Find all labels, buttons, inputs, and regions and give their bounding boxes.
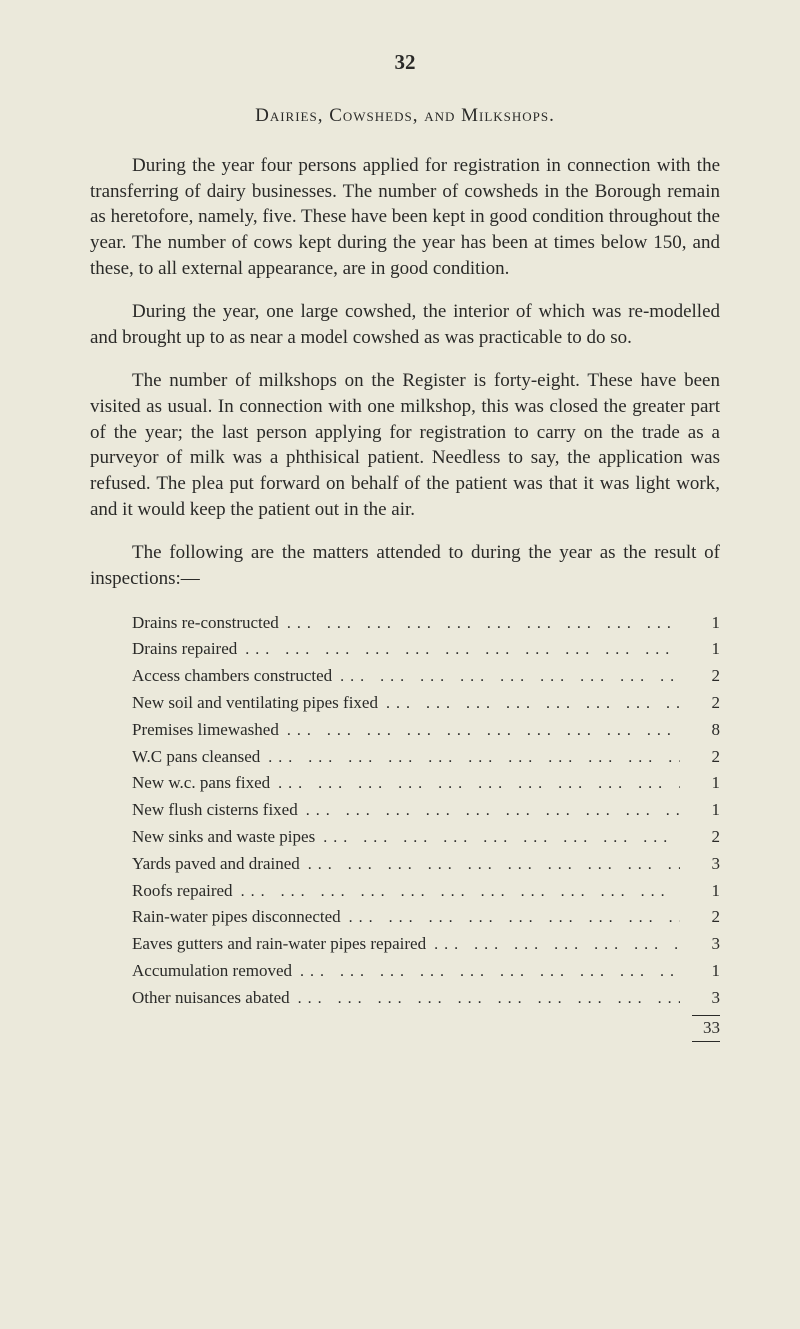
leader-dots: ... ... ... ... ... ... ... ... ... ... … [270, 772, 680, 797]
list-item-value: 3 [680, 931, 720, 957]
list-item-value: 1 [680, 797, 720, 823]
list-item: Access chambers constructed... ... ... .… [132, 663, 720, 690]
list-item-value: 1 [680, 770, 720, 796]
list-item-label: New flush cisterns fixed [132, 797, 298, 823]
leader-dots: ... ... ... ... ... ... ... ... ... ... … [378, 692, 680, 717]
list-item-value: 3 [680, 985, 720, 1011]
list-item: Roofs repaired... ... ... ... ... ... ..… [132, 878, 720, 905]
paragraph-2: During the year, one large cowshed, the … [90, 299, 720, 350]
list-item: Other nuisances abated... ... ... ... ..… [132, 985, 720, 1012]
section-title: Dairies, Cowsheds, and Milkshops. [90, 105, 720, 127]
list-item-value: 8 [680, 717, 720, 743]
list-item: Yards paved and drained... ... ... ... .… [132, 851, 720, 878]
list-item-value: 1 [680, 636, 720, 662]
paragraph-3: The number of milkshops on the Register … [90, 368, 720, 522]
list-item-label: Drains repaired [132, 636, 237, 662]
total-rule-bottom [692, 1041, 720, 1042]
list-item-label: Rain-water pipes disconnected [132, 904, 341, 930]
list-item: New flush cisterns fixed... ... ... ... … [132, 797, 720, 824]
leader-dots: ... ... ... ... ... ... ... ... ... ... … [237, 638, 680, 663]
list-item-value: 1 [680, 610, 720, 636]
list-item-label: New sinks and waste pipes [132, 824, 315, 850]
leader-dots: ... ... ... ... ... ... ... ... ... ... … [290, 987, 680, 1012]
list-item: Drains re-constructed... ... ... ... ...… [132, 610, 720, 637]
total-rule-top [692, 1015, 720, 1016]
list-item-label: Accumulation removed [132, 958, 292, 984]
list-item-label: Other nuisances abated [132, 985, 290, 1011]
inspection-list: Drains re-constructed... ... ... ... ...… [90, 610, 720, 1042]
leader-dots: ... ... ... ... ... ... ... ... ... ... … [298, 799, 680, 824]
leader-dots: ... ... ... ... ... ... ... ... ... ... … [292, 960, 680, 985]
list-item: New sinks and waste pipes... ... ... ...… [132, 824, 720, 851]
list-item-label: Eaves gutters and rain-water pipes repai… [132, 931, 426, 957]
paragraph-4: The following are the matters attended t… [90, 540, 720, 591]
list-item-value: 1 [680, 958, 720, 984]
list-item-label: Access chambers constructed [132, 663, 332, 689]
list-item-label: W.C pans cleansed [132, 744, 260, 770]
list-item-label: Premises limewashed [132, 717, 279, 743]
list-item-label: New w.c. pans fixed [132, 770, 270, 796]
list-item: Drains repaired... ... ... ... ... ... .… [132, 636, 720, 663]
list-item-value: 3 [680, 851, 720, 877]
leader-dots: ... ... ... ... ... ... ... ... ... ... … [279, 719, 680, 744]
list-item: Premises limewashed... ... ... ... ... .… [132, 717, 720, 744]
list-item-value: 1 [680, 878, 720, 904]
list-item-label: Drains re-constructed [132, 610, 279, 636]
list-item: Rain-water pipes disconnected... ... ...… [132, 904, 720, 931]
leader-dots: ... ... ... ... ... ... ... ... ... ... … [315, 826, 680, 851]
leader-dots: ... ... ... ... ... ... ... ... ... ... … [233, 880, 680, 905]
list-item: Eaves gutters and rain-water pipes repai… [132, 931, 720, 958]
list-item-value: 2 [680, 824, 720, 850]
paragraph-1: During the year four persons applied for… [90, 153, 720, 281]
list-item-label: New soil and ventilating pipes fixed [132, 690, 378, 716]
leader-dots: ... ... ... ... ... ... ... ... ... ... … [300, 853, 680, 878]
leader-dots: ... ... ... ... ... ... ... ... ... ... … [341, 906, 680, 931]
list-item-label: Roofs repaired [132, 878, 233, 904]
page-number: 32 [90, 50, 720, 75]
leader-dots: ... ... ... ... ... ... ... ... ... ... … [279, 612, 680, 637]
list-item: New w.c. pans fixed... ... ... ... ... .… [132, 770, 720, 797]
list-item-value: 2 [680, 904, 720, 930]
leader-dots: ... ... ... ... ... ... ... ... ... ... … [426, 933, 680, 958]
list-item: Accumulation removed... ... ... ... ... … [132, 958, 720, 985]
list-item-value: 2 [680, 690, 720, 716]
total-row: 33 [132, 1018, 720, 1038]
list-item: New soil and ventilating pipes fixed... … [132, 690, 720, 717]
leader-dots: ... ... ... ... ... ... ... ... ... ... … [332, 665, 680, 690]
list-item: W.C pans cleansed... ... ... ... ... ...… [132, 744, 720, 771]
list-item-value: 2 [680, 744, 720, 770]
list-item-value: 2 [680, 663, 720, 689]
list-item-label: Yards paved and drained [132, 851, 300, 877]
leader-dots: ... ... ... ... ... ... ... ... ... ... … [260, 746, 680, 771]
total-value: 33 [680, 1018, 720, 1038]
